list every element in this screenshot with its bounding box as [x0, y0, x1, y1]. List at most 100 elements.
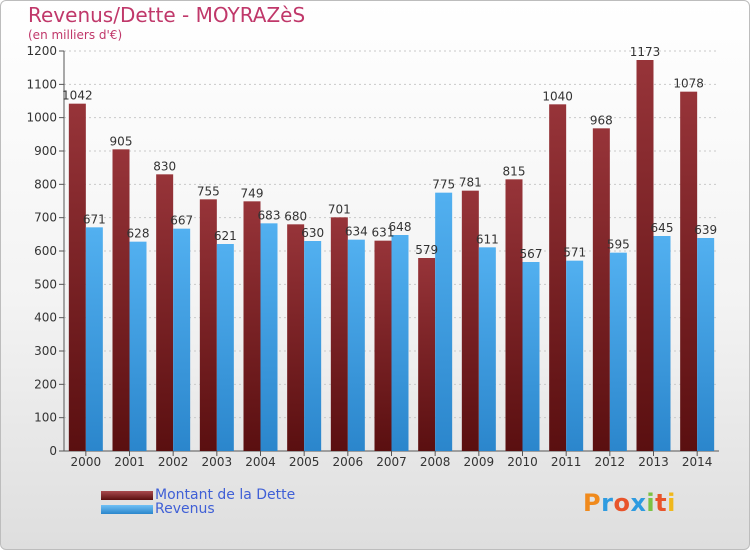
bar-revenus: [522, 262, 540, 451]
y-tick-label: 1000: [26, 111, 57, 125]
bar-revenus: [216, 244, 234, 451]
bar-dette: [592, 128, 610, 451]
data-label-revenus: 683: [258, 208, 281, 222]
data-label-revenus: 630: [301, 226, 324, 240]
data-label-dette: 1040: [542, 89, 573, 103]
bar-revenus: [391, 235, 409, 451]
data-label-revenus: 621: [214, 229, 237, 243]
bar-revenus: [347, 239, 365, 451]
bar-dette: [680, 91, 698, 452]
bar-revenus: [566, 260, 584, 451]
legend-label-revenus: Revenus: [155, 501, 215, 517]
bar-dette: [505, 179, 523, 452]
data-label-revenus: 645: [651, 221, 674, 235]
legend-label-dette: Montant de la Dette: [155, 487, 296, 503]
data-label-revenus: 628: [127, 227, 150, 241]
logo-letter: i: [646, 489, 656, 517]
bar-dette: [636, 60, 654, 451]
bar-dette: [374, 240, 392, 451]
data-label-dette: 830: [153, 159, 176, 173]
chart-subtitle: (en milliers d'€): [28, 28, 123, 42]
bar-dette: [287, 224, 305, 451]
bar-revenus: [129, 241, 147, 451]
legend-item-revenus: Revenus: [101, 501, 215, 517]
x-tick-label: 2004: [245, 455, 276, 469]
data-label-dette: 1078: [673, 77, 704, 91]
data-label-dette: 815: [503, 164, 526, 178]
bar-dette: [243, 201, 261, 451]
x-tick-label: 2007: [376, 455, 407, 469]
logo-letter: t: [655, 489, 668, 517]
logo-letter: x: [630, 489, 647, 517]
bar-revenus: [609, 252, 627, 451]
data-label-revenus: 648: [389, 220, 412, 234]
x-tick-label: 2003: [202, 455, 233, 469]
data-label-revenus: 639: [694, 223, 717, 237]
bar-dette: [156, 174, 174, 452]
x-tick-label: 2014: [682, 455, 713, 469]
bar-dette: [418, 258, 436, 451]
x-tick-label: 2001: [114, 455, 145, 469]
bar-revenus: [435, 192, 453, 451]
data-label-dette: 680: [284, 209, 307, 223]
logo-letter: r: [601, 489, 614, 517]
x-tick-label: 2006: [333, 455, 364, 469]
data-label-revenus: 667: [170, 214, 193, 228]
legend-item-dette: Montant de la Dette: [101, 487, 295, 503]
y-tick-label: 1200: [26, 44, 57, 58]
data-label-dette: 781: [459, 176, 482, 190]
bar-dette: [461, 190, 479, 451]
y-tick-label: 400: [34, 311, 57, 325]
bar-dette: [330, 217, 348, 451]
bar-revenus: [85, 227, 103, 451]
y-tick-label: 900: [34, 144, 57, 158]
logo-letter: i: [667, 489, 676, 517]
y-tick-label: 200: [34, 377, 57, 391]
data-label-dette: 968: [590, 113, 613, 127]
bar-dette: [68, 103, 86, 452]
x-tick-label: 2009: [464, 455, 495, 469]
data-label-dette: 749: [241, 186, 264, 200]
bar-dette: [549, 104, 567, 451]
data-label-revenus: 567: [520, 247, 543, 261]
x-tick-label: 2012: [595, 455, 626, 469]
axes: 0 100 200 300 400 500 600 700 800 900 1000 1100 1200…: [26, 44, 719, 469]
data-label-revenus: 671: [83, 212, 106, 226]
data-label-dette: 1042: [62, 89, 93, 103]
y-tick-label: 700: [34, 211, 57, 225]
data-label-dette: 631: [372, 226, 395, 240]
data-label-dette: 1173: [630, 45, 661, 59]
x-tick-label: 2010: [507, 455, 538, 469]
x-tick-label: 2013: [638, 455, 669, 469]
bar-dette: [199, 199, 217, 451]
data-label-revenus: 775: [432, 178, 455, 192]
data-label-dette: 755: [197, 184, 220, 198]
y-tick-label: 500: [34, 277, 57, 291]
data-label-dette: 701: [328, 202, 351, 216]
x-tick-label: 2005: [289, 455, 320, 469]
y-tick-label: 300: [34, 344, 57, 358]
data-labels: 1042 671 905 628 830 667 755 621 749 683 680 630 701…: [62, 45, 717, 261]
y-tick-label: 600: [34, 244, 57, 258]
bar-dette: [112, 149, 130, 452]
y-tick-label: 1100: [26, 77, 57, 91]
y-tick-label: 0: [49, 444, 57, 458]
legend-swatch-revenus: [101, 504, 153, 514]
y-tick-label: 100: [34, 411, 57, 425]
bar-revenus: [478, 247, 496, 451]
legend-swatch-dette: [101, 490, 153, 500]
data-label-dette: 905: [110, 134, 133, 148]
logo-letter: P: [583, 489, 602, 517]
bar-revenus: [697, 238, 715, 451]
x-tick-label: 2002: [158, 455, 189, 469]
x-tick-label: 2011: [551, 455, 582, 469]
data-label-dette: 579: [415, 243, 438, 257]
data-label-revenus: 634: [345, 225, 368, 239]
proxiti-logo: Proxiti: [583, 489, 676, 517]
bars: [68, 60, 715, 452]
bar-revenus: [653, 236, 671, 451]
bar-revenus: [260, 223, 278, 451]
chart-title: Revenus/Dette - MOYRAZèS: [28, 3, 306, 27]
